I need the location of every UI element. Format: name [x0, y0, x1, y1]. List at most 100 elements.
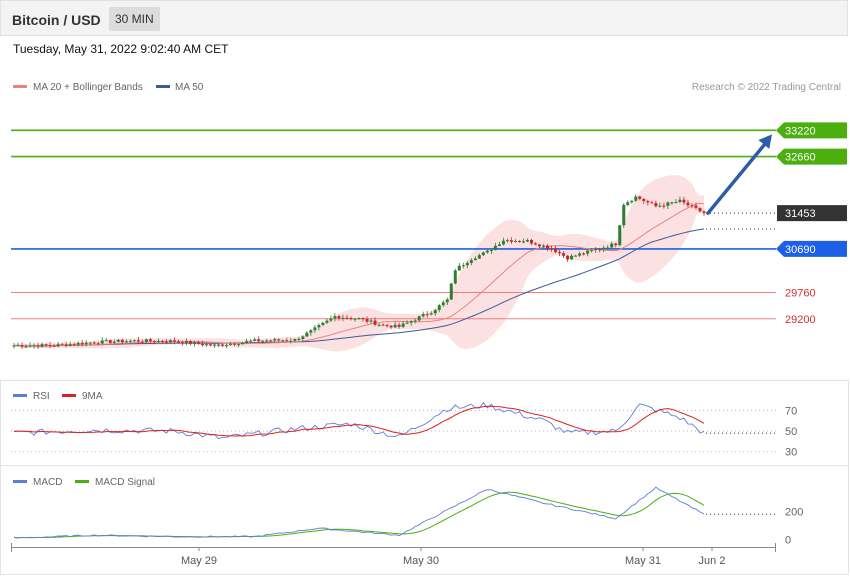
candle-body	[185, 341, 188, 344]
candle-body	[281, 340, 285, 342]
candle-body	[249, 340, 253, 342]
candle-body	[361, 318, 365, 320]
candle-body	[317, 325, 321, 328]
candle-body	[84, 342, 88, 345]
candle-body	[525, 239, 529, 242]
candle-body	[457, 265, 461, 271]
candle-body	[658, 205, 662, 207]
x-axis-label: Jun 2	[699, 555, 726, 567]
candle-body	[461, 265, 465, 267]
forecast-arrow-shaft	[706, 138, 770, 215]
support-level-label: 29760	[785, 288, 816, 300]
candle-body	[449, 283, 453, 300]
candle-body	[96, 343, 100, 345]
candle-body	[257, 339, 261, 342]
candle-body	[389, 325, 393, 328]
candle-body	[104, 340, 108, 342]
candle-body	[265, 340, 269, 342]
candle-body	[534, 243, 538, 245]
candle-body	[473, 258, 477, 261]
candle-body	[72, 344, 76, 346]
rsi-ma-line	[13, 405, 705, 437]
candle-body	[189, 341, 193, 344]
candle-body	[313, 327, 317, 331]
legend-swatch-rsi	[13, 394, 27, 397]
candle-body	[690, 205, 694, 207]
legend-swatch-rsi-ma	[62, 394, 76, 397]
candle-body	[417, 316, 421, 321]
candle-body	[465, 262, 469, 266]
timeframe-badge[interactable]: 30 MIN	[109, 7, 160, 31]
candle-body	[172, 340, 176, 342]
candle-body	[285, 340, 289, 342]
candle-body	[269, 340, 273, 342]
candle-body	[582, 253, 586, 255]
candle-body	[481, 252, 485, 256]
instrument-title: Bitcoin / USD	[12, 12, 101, 28]
candle-body	[88, 342, 92, 344]
candle-body	[674, 201, 678, 203]
candle-body	[253, 339, 257, 341]
candle-body	[64, 344, 68, 346]
candle-body	[148, 339, 152, 342]
legend-swatch-macd	[13, 480, 27, 483]
candle-body	[337, 316, 341, 319]
candle-body	[666, 202, 670, 206]
candle-body	[305, 332, 309, 337]
candle-body	[409, 321, 413, 323]
candle-body	[381, 324, 385, 326]
candle-body	[193, 342, 197, 344]
candle-body	[646, 201, 650, 203]
candle-body	[686, 202, 690, 206]
candle-body	[702, 211, 706, 214]
candle-body	[24, 346, 28, 348]
candle-body	[329, 318, 333, 321]
candle-body	[301, 336, 305, 339]
credit-text: Research © 2022 Trading Central	[692, 82, 841, 93]
candle-body	[180, 342, 184, 344]
candle-body	[369, 320, 373, 322]
candle-body	[550, 248, 554, 250]
level-label-pivot: 30690	[785, 244, 816, 256]
level-label-resistance: 33220	[785, 125, 816, 137]
candle-body	[445, 299, 449, 303]
candle-body	[489, 249, 493, 251]
candle-body	[44, 344, 48, 346]
candle-body	[136, 340, 140, 342]
candle-body	[530, 239, 533, 244]
candle-body	[201, 343, 205, 346]
candle-body	[160, 340, 164, 342]
legend-label-macd-signal: MACD Signal	[95, 477, 155, 488]
candle-body	[140, 341, 144, 343]
x-axis-label: May 29	[181, 555, 217, 567]
candle-body	[277, 339, 281, 341]
candle-body	[108, 340, 112, 343]
candle-body	[662, 205, 666, 207]
candle-body	[197, 342, 201, 344]
candle-body	[297, 338, 301, 340]
candle-body	[558, 252, 562, 254]
candle-body	[213, 344, 217, 346]
candle-body	[622, 204, 626, 226]
candle-body	[477, 255, 481, 259]
candle-body	[517, 240, 521, 242]
legend-label-ma20: MA 20 + Bollinger Bands	[33, 82, 143, 93]
x-axis-label: May 30	[403, 555, 439, 567]
level-tag-pivot	[776, 240, 847, 257]
candle-body	[413, 320, 417, 322]
candle-body	[237, 344, 241, 346]
candle-body	[36, 345, 40, 347]
candle-body	[626, 202, 630, 205]
candle-body	[694, 205, 698, 208]
candle-body	[233, 343, 237, 345]
candle-body	[586, 250, 590, 254]
candle-body	[100, 340, 104, 344]
candle-body	[574, 255, 578, 257]
level-tag-resistance	[776, 148, 847, 165]
candle-body	[205, 344, 209, 346]
candle-body	[60, 344, 64, 346]
macd-line	[13, 486, 705, 539]
candle-body	[321, 322, 325, 326]
rsi-tick-label: 70	[785, 405, 797, 417]
candle-body	[437, 305, 441, 310]
